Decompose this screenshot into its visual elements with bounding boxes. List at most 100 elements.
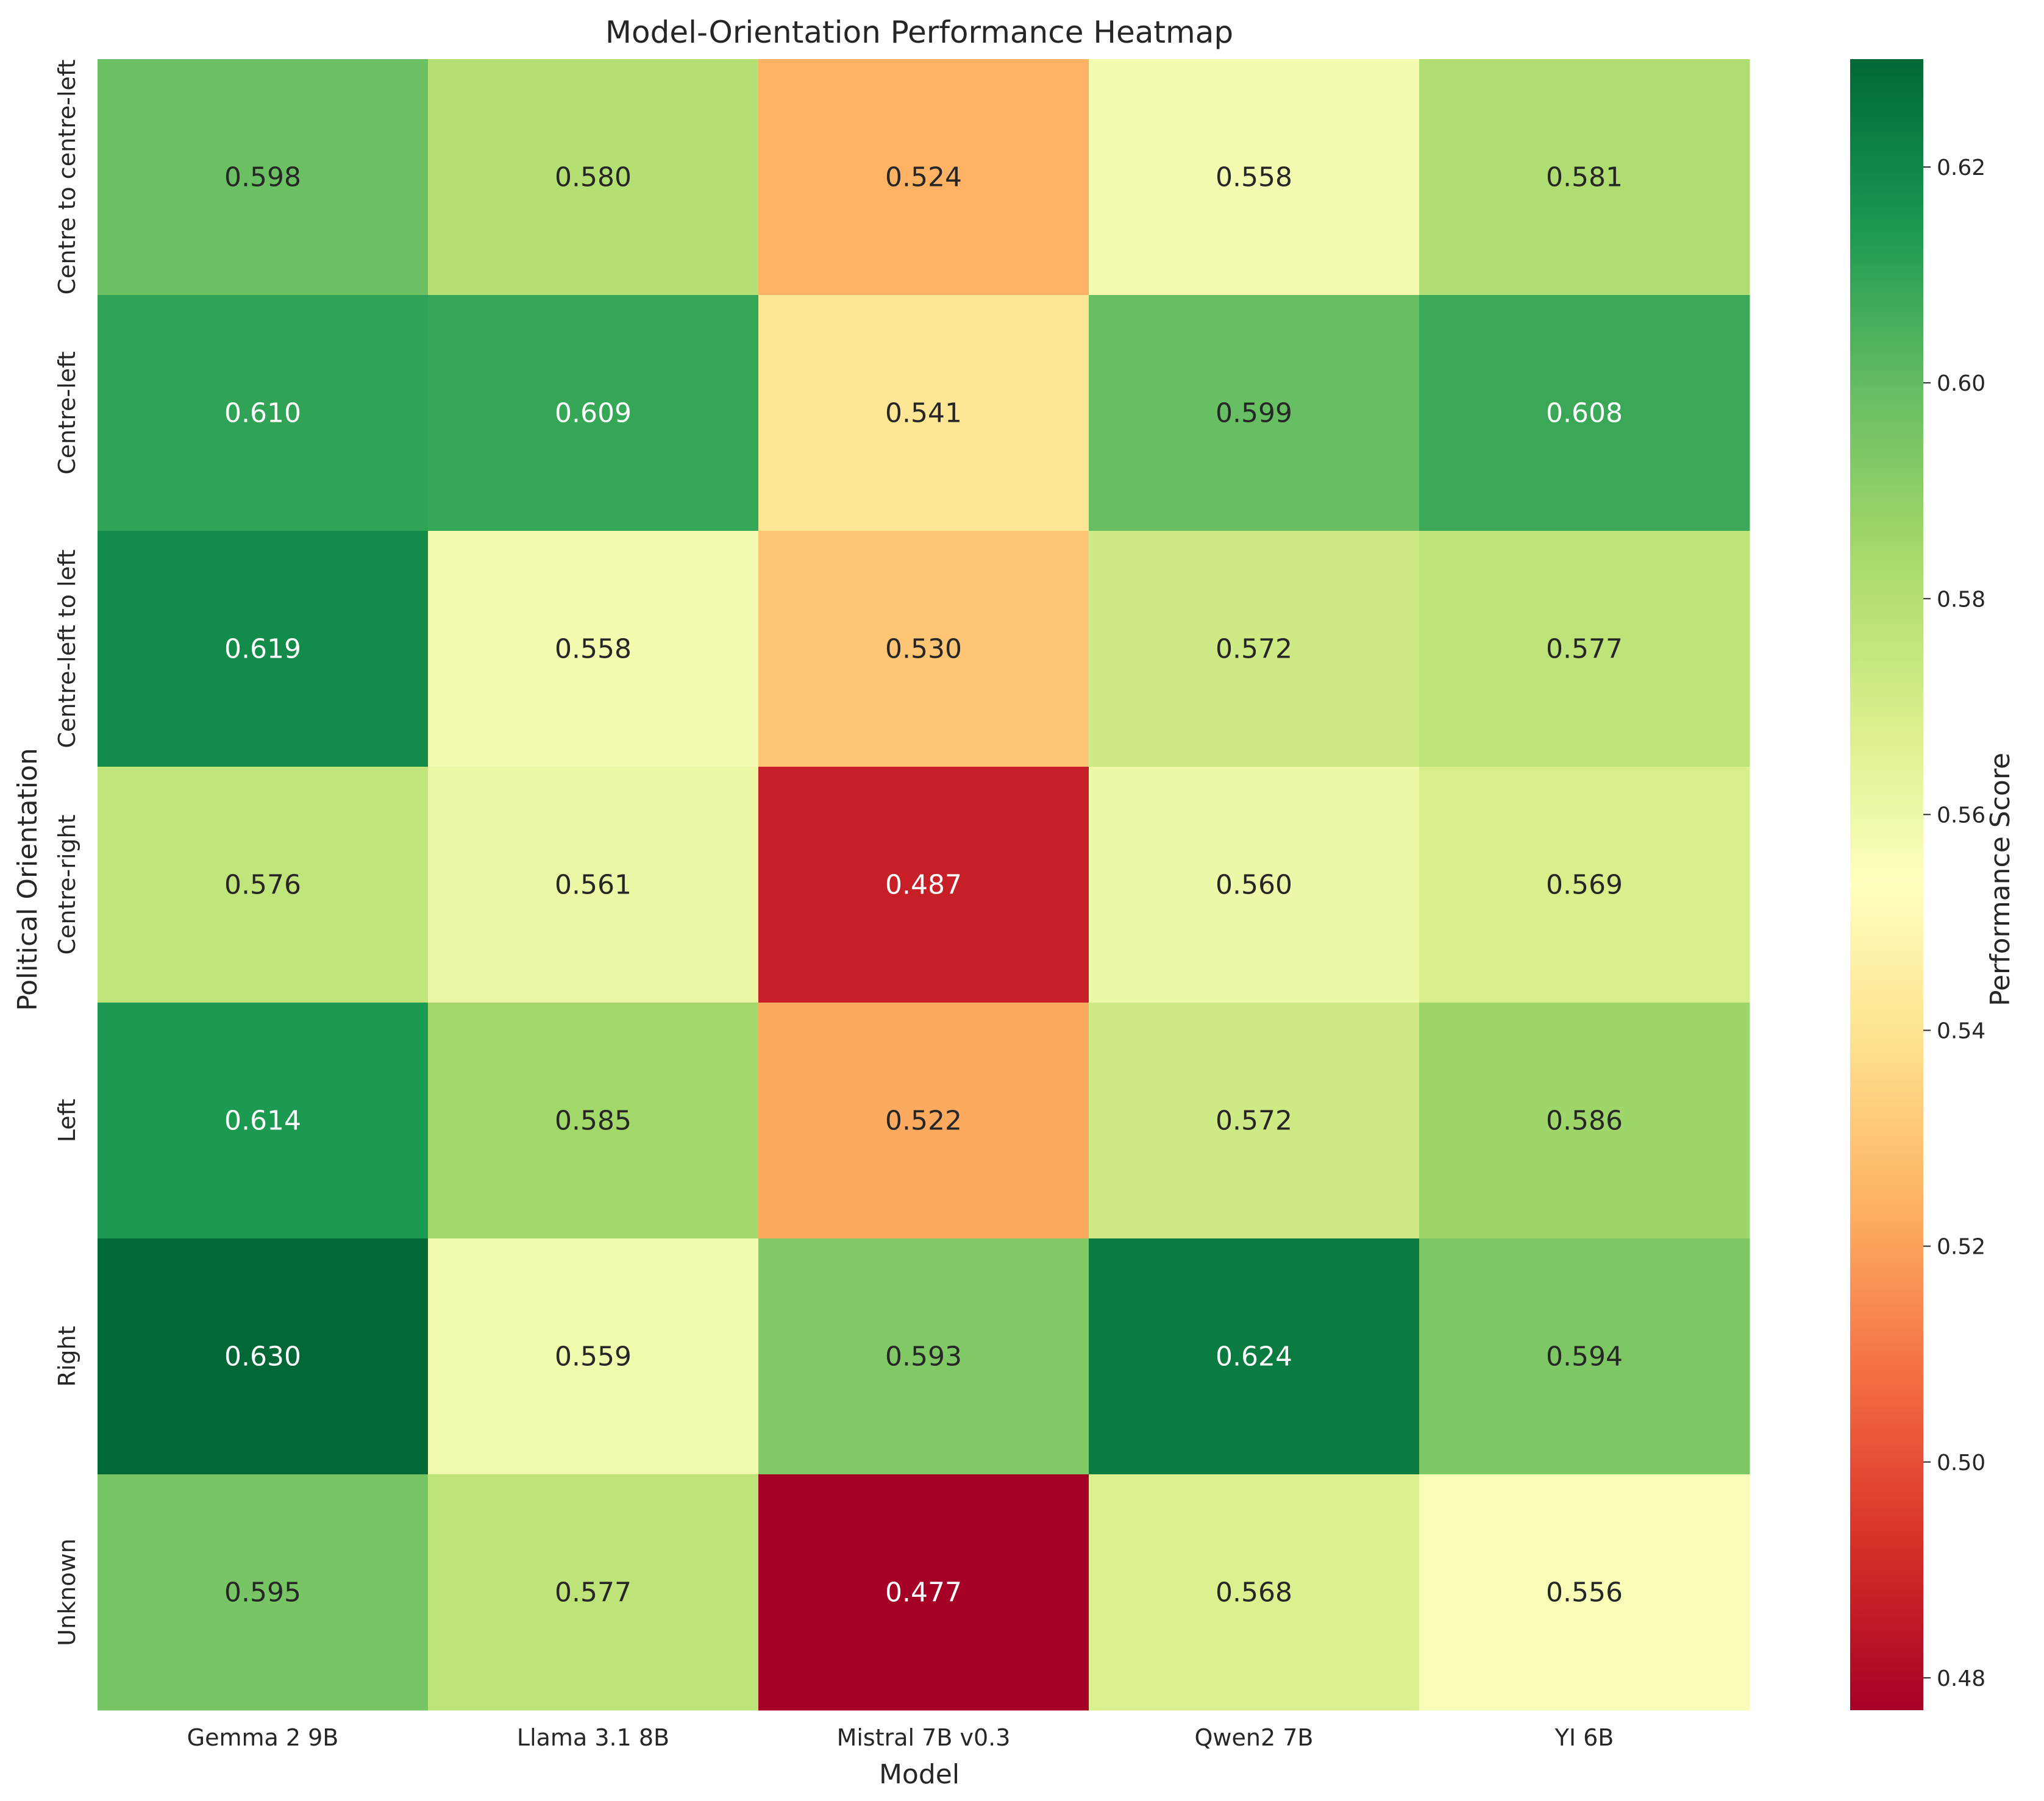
cell-value-label: 0.608 xyxy=(1546,398,1623,429)
y-axis-label: Political Orientation xyxy=(12,748,43,1011)
cell-value-label: 0.558 xyxy=(555,634,632,665)
heatmap-cell-centre-right-yi-6b xyxy=(1419,767,1750,1003)
heatmap-cell-centre-left-llama-3-1-8b xyxy=(428,295,759,531)
heatmap-cell-right-gemma-2-9b xyxy=(98,1238,429,1475)
heatmap-cell-centre-left-to-left-yi-6b xyxy=(1419,531,1750,767)
x-tick-label-llama-3-1-8b: Llama 3.1 8B xyxy=(517,1724,669,1751)
heatmap-cell-unknown-mistral-7b-v0-3 xyxy=(758,1474,1089,1711)
heatmap-cell-centre-to-centre-left-yi-6b xyxy=(1419,59,1750,296)
x-tick-label-gemma-2-9b: Gemma 2 9B xyxy=(187,1724,339,1751)
cell-value-label: 0.576 xyxy=(224,870,301,901)
colorbar-tick-label: 0.60 xyxy=(1937,371,1985,396)
heatmap-cell-unknown-qwen2-7b xyxy=(1089,1474,1420,1711)
heatmap-cell-unknown-llama-3-1-8b xyxy=(428,1474,759,1711)
heatmap-cell-right-llama-3-1-8b xyxy=(428,1238,759,1475)
cell-value-label: 0.569 xyxy=(1546,870,1623,901)
cell-value-label: 0.522 xyxy=(885,1106,962,1137)
cell-value-label: 0.598 xyxy=(224,162,301,193)
colorbar-tick-label: 0.62 xyxy=(1937,155,1985,180)
cell-value-label: 0.577 xyxy=(1546,634,1623,665)
y-tick-label-centre-to-centre-left: Centre to centre-left xyxy=(54,59,80,294)
cell-value-label: 0.595 xyxy=(224,1577,301,1608)
y-tick-label-centre-right: Centre-right xyxy=(54,814,80,954)
heatmap-cell-centre-right-qwen2-7b xyxy=(1089,767,1420,1003)
cell-value-label: 0.572 xyxy=(1216,634,1292,665)
colorbar: 0.48 0.50 0.52 0.54 0.56 0.58 0.60 0.62 xyxy=(1850,59,1985,1710)
cell-value-label: 0.593 xyxy=(885,1341,962,1373)
y-tick-label-centre-left: Centre-left xyxy=(54,351,80,474)
heatmap-cell-left-qwen2-7b xyxy=(1089,1003,1420,1239)
cell-value-label: 0.624 xyxy=(1216,1341,1292,1373)
heatmap-cell-centre-to-centre-left-gemma-2-9b xyxy=(98,59,429,296)
cell-value-label: 0.577 xyxy=(555,1577,632,1608)
colorbar-tick-label: 0.48 xyxy=(1937,1666,1985,1691)
heatmap-cell-centre-right-llama-3-1-8b xyxy=(428,767,759,1003)
heatmap-cell-centre-right-mistral-7b-v0-3 xyxy=(758,767,1089,1003)
colorbar-tick-label: 0.54 xyxy=(1937,1019,1985,1044)
x-tick-label-mistral-7b-v0-3: Mistral 7B v0.3 xyxy=(837,1724,1011,1751)
cell-value-label: 0.524 xyxy=(885,162,962,193)
heatmap-cells xyxy=(98,59,1750,1711)
heatmap-cell-unknown-yi-6b xyxy=(1419,1474,1750,1711)
heatmap-cell-left-mistral-7b-v0-3 xyxy=(758,1003,1089,1239)
heatmap-cell-centre-left-qwen2-7b xyxy=(1089,295,1420,531)
heatmap-cell-centre-left-mistral-7b-v0-3 xyxy=(758,295,1089,531)
cell-value-label: 0.610 xyxy=(224,398,301,429)
cell-value-label: 0.560 xyxy=(1216,870,1292,901)
cell-value-labels: 0.598 0.580 0.524 0.558 0.581 0.610 0.609 0.541… xyxy=(224,162,1623,1608)
cell-value-label: 0.585 xyxy=(555,1106,632,1137)
cell-value-label: 0.477 xyxy=(885,1577,962,1608)
heatmap-cell-centre-right-gemma-2-9b xyxy=(98,767,429,1003)
cell-value-label: 0.599 xyxy=(1216,398,1292,429)
cell-value-label: 0.558 xyxy=(1216,162,1292,193)
heatmap-cell-left-yi-6b xyxy=(1419,1003,1750,1239)
y-tick-label-unknown: Unknown xyxy=(54,1538,80,1646)
cell-value-label: 0.586 xyxy=(1546,1106,1623,1137)
heatmap-cell-centre-left-to-left-mistral-7b-v0-3 xyxy=(758,531,1089,767)
cell-value-label: 0.614 xyxy=(224,1106,301,1137)
cell-value-label: 0.487 xyxy=(885,870,962,901)
cell-value-label: 0.561 xyxy=(555,870,632,901)
cell-value-label: 0.581 xyxy=(1546,162,1623,193)
heatmap-cell-centre-left-to-left-llama-3-1-8b xyxy=(428,531,759,767)
cell-value-label: 0.594 xyxy=(1546,1341,1623,1373)
cell-value-label: 0.530 xyxy=(885,634,962,665)
colorbar-tick-label: 0.52 xyxy=(1937,1235,1985,1260)
heatmap-cell-right-yi-6b xyxy=(1419,1238,1750,1475)
cell-value-label: 0.619 xyxy=(224,634,301,665)
heatmap-cell-centre-to-centre-left-mistral-7b-v0-3 xyxy=(758,59,1089,296)
cell-value-label: 0.609 xyxy=(555,398,632,429)
heatmap-cell-centre-to-centre-left-qwen2-7b xyxy=(1089,59,1420,296)
x-axis-label: Model xyxy=(879,1759,960,1790)
cell-value-label: 0.568 xyxy=(1216,1577,1292,1608)
heatmap-cell-right-qwen2-7b xyxy=(1089,1238,1420,1475)
cell-value-label: 0.559 xyxy=(555,1341,632,1373)
x-tick-label-yi-6b: YI 6B xyxy=(1554,1724,1614,1751)
y-tick-label-centre-left-to-left: Centre-left to left xyxy=(54,549,80,748)
x-tick-labels: Gemma 2 9B Llama 3.1 8B Mistral 7B v0.3 Qwe… xyxy=(187,1724,1614,1751)
chart-title: Model-Orientation Performance Heatmap xyxy=(605,15,1233,50)
heatmap-cell-centre-left-to-left-qwen2-7b xyxy=(1089,531,1420,767)
x-tick-label-qwen2-7b: Qwen2 7B xyxy=(1195,1724,1314,1751)
colorbar-label: Performance Score xyxy=(1985,753,2016,1006)
colorbar-tick-label: 0.58 xyxy=(1937,587,1985,612)
y-tick-labels: Centre to centre-left Centre-left Centre-l… xyxy=(54,59,80,1646)
cell-value-label: 0.630 xyxy=(224,1341,301,1373)
heatmap-cell-right-mistral-7b-v0-3 xyxy=(758,1238,1089,1475)
heatmap-cell-left-llama-3-1-8b xyxy=(428,1003,759,1239)
heatmap-cell-unknown-gemma-2-9b xyxy=(98,1474,429,1711)
cell-value-label: 0.541 xyxy=(885,398,962,429)
heatmap-cell-centre-to-centre-left-llama-3-1-8b xyxy=(428,59,759,296)
colorbar-tick-label: 0.56 xyxy=(1937,803,1985,828)
heatmap-cell-centre-left-to-left-gemma-2-9b xyxy=(98,531,429,767)
cell-value-label: 0.556 xyxy=(1546,1577,1623,1608)
cell-value-label: 0.572 xyxy=(1216,1106,1292,1137)
heatmap-cell-left-gemma-2-9b xyxy=(98,1003,429,1239)
cell-value-label: 0.580 xyxy=(555,162,632,193)
y-tick-label-right: Right xyxy=(54,1326,80,1387)
colorbar-gradient xyxy=(1850,59,1923,1710)
colorbar-tick-label: 0.50 xyxy=(1937,1451,1985,1476)
heatmap-cell-centre-left-yi-6b xyxy=(1419,295,1750,531)
